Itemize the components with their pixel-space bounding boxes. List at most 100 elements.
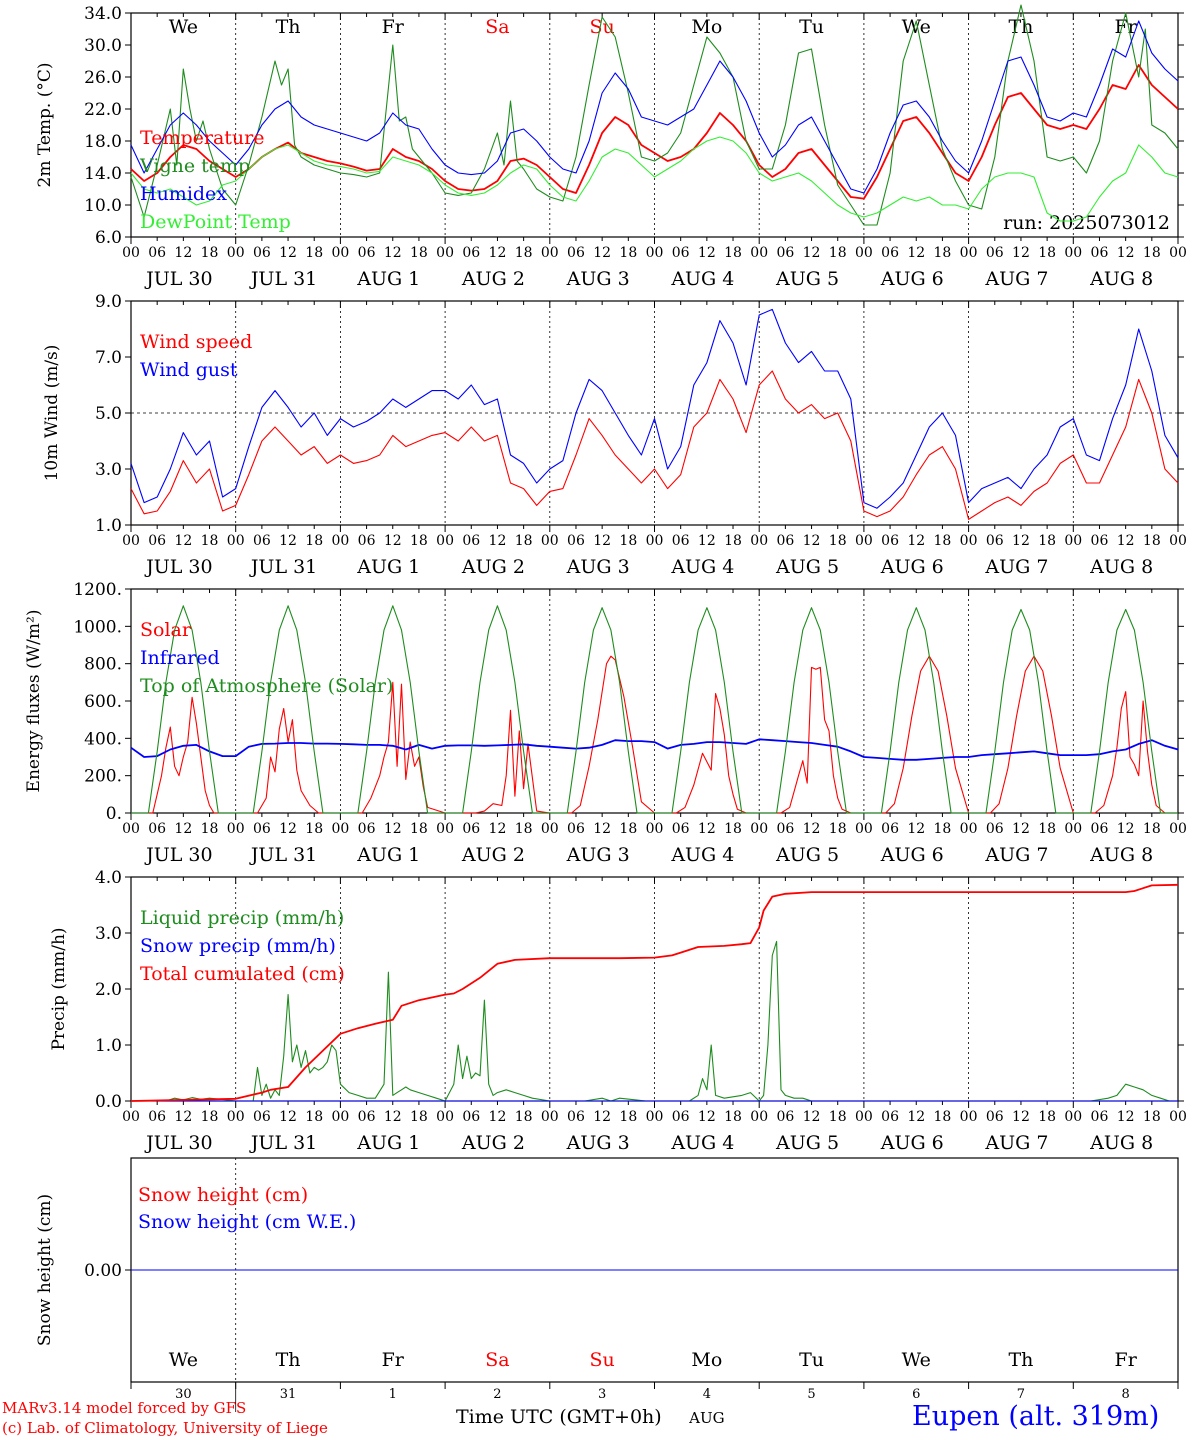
date-label: AUG 3 (566, 556, 630, 578)
x-tick-label: 00 (1169, 245, 1187, 261)
date-label: JUL 31 (249, 844, 317, 866)
day-number-label: 1 (389, 1387, 397, 1402)
x-tick-label: 00 (541, 533, 559, 549)
x-tick-label: 12 (384, 821, 402, 837)
x-tick-label: 00 (541, 821, 559, 837)
y-axis-label: Precip (mm/h) (49, 927, 69, 1050)
series-line (130, 370, 1179, 520)
y-tick-label: 34.0 (84, 4, 122, 24)
x-tick-label: 00 (1064, 533, 1082, 549)
x-tick-label: 12 (1117, 1109, 1135, 1125)
date-label: AUG 7 (984, 844, 1048, 866)
date-label: AUG 5 (775, 268, 839, 290)
x-tick-label: 00 (855, 1109, 873, 1125)
x-tick-label: 00 (855, 533, 873, 549)
y-tick-label: 400. (84, 729, 122, 749)
legend-entry: Infrared (140, 647, 220, 669)
x-tick-label: 18 (1143, 1109, 1161, 1125)
date-label: AUG 6 (880, 268, 944, 290)
x-tick-label: 06 (358, 533, 376, 549)
x-tick-label: 00 (855, 821, 873, 837)
x-tick-label: 06 (776, 533, 794, 549)
weekday-label: Th (276, 1349, 301, 1371)
date-label: JUL 30 (144, 1132, 212, 1154)
weekday-label: Th (1008, 1349, 1033, 1371)
y-tick-label: 0.0 (95, 1092, 122, 1112)
y-tick-label: 3.0 (95, 924, 122, 944)
x-tick-label: 06 (148, 821, 166, 837)
legend-entry: Snow precip (mm/h) (140, 935, 336, 957)
y-tick-label: 18.0 (84, 132, 122, 152)
weekday-label: Fr (1115, 1349, 1138, 1371)
date-label: AUG 2 (461, 844, 525, 866)
x-tick-label: 06 (462, 821, 480, 837)
x-tick-label: 18 (410, 1109, 428, 1125)
x-tick-label: 12 (1012, 821, 1030, 837)
x-tick-label: 12 (698, 1109, 716, 1125)
weekday-label: Mo (691, 16, 722, 38)
x-tick-label: 00 (646, 1109, 664, 1125)
x-tick-label: 00 (331, 821, 349, 837)
x-tick-label: 00 (750, 1109, 768, 1125)
x-tick-label: 12 (1012, 1109, 1030, 1125)
y-tick-label: 30.0 (84, 36, 122, 56)
y-axis-label: Energy fluxes (W/m²) (24, 610, 44, 793)
weekday-label: Tu (799, 1349, 824, 1371)
date-label: AUG 7 (984, 556, 1048, 578)
x-tick-label: 06 (567, 821, 585, 837)
x-tick-label: 00 (331, 1109, 349, 1125)
x-tick-label: 18 (934, 533, 952, 549)
x-tick-label: 12 (384, 1109, 402, 1125)
date-label: AUG 5 (775, 556, 839, 578)
x-tick-label: 06 (1091, 1109, 1109, 1125)
x-tick-label: 18 (829, 533, 847, 549)
date-label: AUG 3 (566, 1132, 630, 1154)
x-tick-label: 00 (1064, 1109, 1082, 1125)
x-tick-label: 18 (619, 1109, 637, 1125)
x-tick-label: 00 (750, 821, 768, 837)
date-label: AUG 5 (775, 844, 839, 866)
x-tick-label: 18 (1038, 821, 1056, 837)
weekday-label: Tu (799, 16, 824, 38)
x-tick-label: 18 (619, 533, 637, 549)
date-label: AUG 5 (775, 1132, 839, 1154)
x-tick-label: 06 (881, 1109, 899, 1125)
date-label: JUL 30 (144, 844, 212, 866)
weekday-label: Fr (382, 1349, 405, 1371)
x-tick-label: 06 (986, 821, 1004, 837)
x-tick-label: 12 (489, 245, 507, 261)
x-tick-label: 00 (122, 1109, 140, 1125)
x-tick-label: 06 (567, 1109, 585, 1125)
weekday-label: Th (1008, 16, 1033, 38)
y-tick-label: 800. (84, 655, 122, 675)
series-line (131, 655, 1178, 814)
x-tick-label: 18 (515, 1109, 533, 1125)
x-tick-label: 06 (148, 1109, 166, 1125)
x-tick-label: 00 (960, 245, 978, 261)
x-tick-label: 18 (305, 533, 323, 549)
x-tick-label: 00 (436, 821, 454, 837)
series-line (130, 883, 1179, 1102)
x-tick-label: 00 (646, 533, 664, 549)
x-tick-label: 06 (358, 245, 376, 261)
y-tick-label: 22.0 (84, 100, 122, 120)
date-label: AUG 8 (1089, 556, 1153, 578)
x-tick-label: 12 (489, 533, 507, 549)
x-tick-label: 12 (803, 1109, 821, 1125)
date-label: AUG 2 (461, 268, 525, 290)
panel-1: 6.0 10.0 14.0 18.0 22.0 26.0 30.0 34.0 2m Temp. … (35, 4, 1187, 290)
x-tick-label: 12 (1117, 821, 1135, 837)
x-tick-label: 00 (646, 821, 664, 837)
x-tick-label: 18 (1038, 245, 1056, 261)
model-credit-line: MARv3.14 model forced by GFS (2, 1399, 247, 1417)
series-line (130, 308, 1179, 509)
date-label: AUG 1 (356, 1132, 420, 1154)
legend-entry: Snow height (cm) (138, 1184, 308, 1206)
x-tick-label: 12 (593, 533, 611, 549)
date-label: AUG 6 (880, 1132, 944, 1154)
x-tick-label: 12 (907, 533, 925, 549)
y-tick-label: 14.0 (84, 164, 122, 184)
weekday-label: Th (276, 16, 301, 38)
x-tick-label: 00 (122, 245, 140, 261)
